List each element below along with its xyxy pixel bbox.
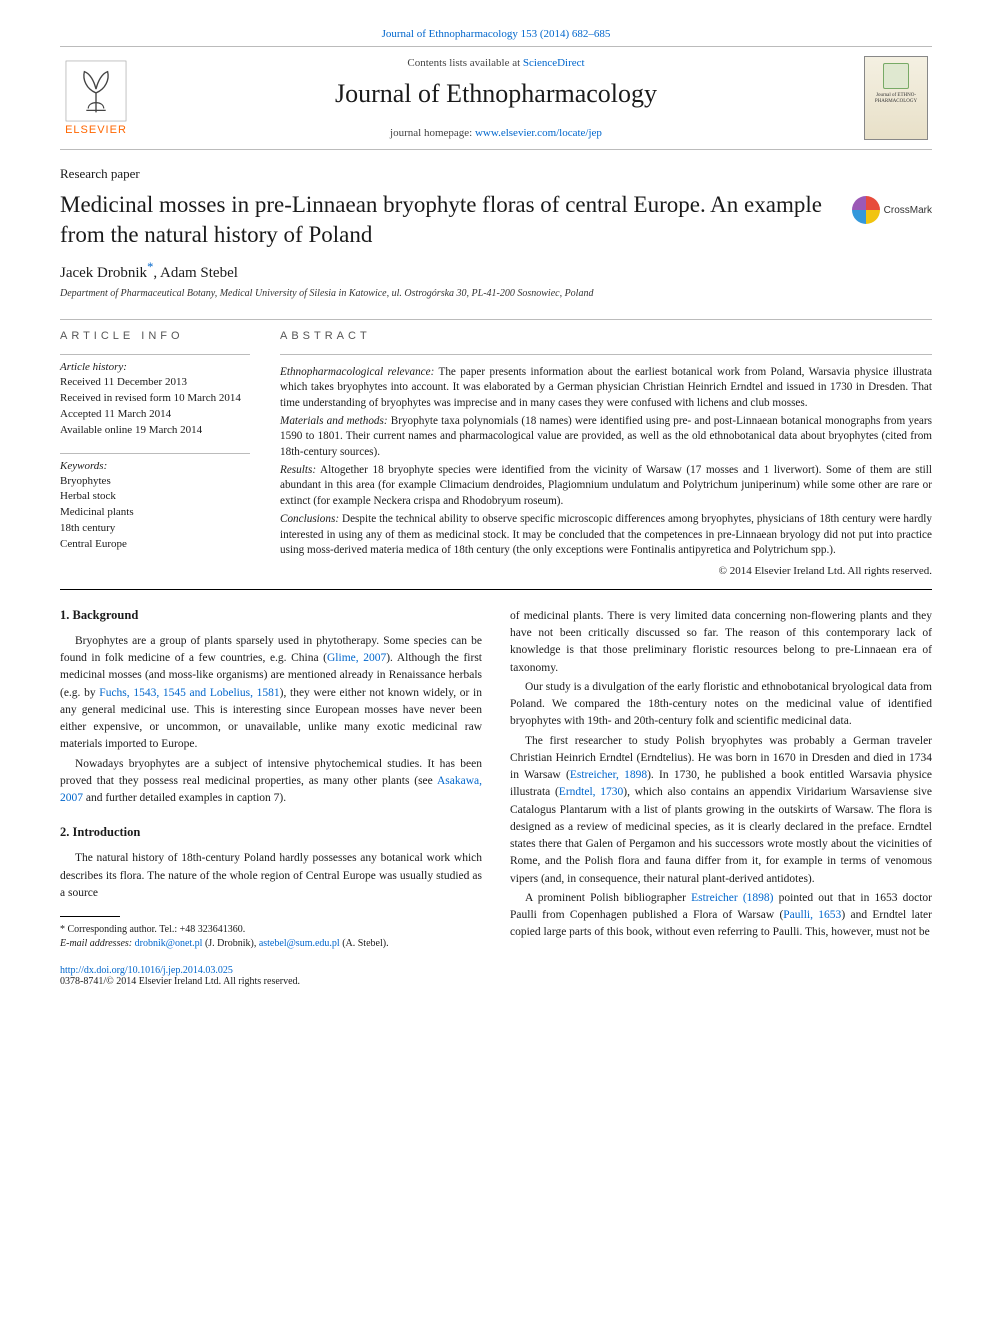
masthead-center: Contents lists available at ScienceDirec… [140, 47, 852, 149]
keywords-block: Keywords: Bryophytes Herbal stock Medici… [60, 453, 250, 554]
corresponding-footnote: * Corresponding author. Tel.: +48 323641… [60, 923, 482, 937]
article-info-block: ARTICLE INFO Article history: Received 1… [60, 330, 250, 577]
document-type: Research paper [60, 166, 932, 182]
crossmark-icon [852, 196, 880, 224]
intro-p5a: A prominent Polish bibliographer [525, 892, 691, 904]
journal-homepage-line: journal homepage: www.elsevier.com/locat… [140, 127, 852, 139]
keywords-label: Keywords: [60, 460, 250, 472]
email-label: E-mail addresses: [60, 938, 135, 949]
masthead: ELSEVIER Contents lists available at Sci… [60, 46, 932, 150]
author-sep: , [153, 265, 160, 281]
sciencedirect-link[interactable]: ScienceDirect [523, 57, 585, 69]
history-accepted: Accepted 11 March 2014 [60, 407, 250, 423]
abs-methods-lead: Materials and methods: [280, 415, 388, 427]
publisher-wordmark: ELSEVIER [65, 124, 127, 136]
contents-prefix: Contents lists available at [407, 57, 522, 69]
email-2-who: (A. Stebel). [340, 938, 389, 949]
body-columns: 1. Background Bryophytes are a group of … [60, 608, 932, 951]
footer-block: http://dx.doi.org/10.1016/j.jep.2014.03.… [60, 965, 932, 987]
cover-emblem-icon [883, 63, 909, 89]
email-1-who: (J. Drobnik), [202, 938, 258, 949]
elsevier-tree-icon [65, 60, 127, 122]
history-online: Available online 19 March 2014 [60, 423, 250, 439]
section-intro-heading: 2. Introduction [60, 825, 482, 840]
abs-relevance-lead: Ethnopharmacological relevance: [280, 366, 434, 378]
keyword-2: Herbal stock [60, 489, 250, 505]
contents-list-line: Contents lists available at ScienceDirec… [140, 57, 852, 69]
author-1: Jacek Drobnik [60, 265, 147, 281]
homepage-prefix: journal homepage: [390, 127, 475, 139]
ref-glime-2007[interactable]: Glime, 2007 [327, 652, 386, 664]
affiliation: Department of Pharmaceutical Botany, Med… [60, 288, 932, 299]
bg-p2b: and further detailed examples in caption… [83, 792, 286, 804]
keyword-1: Bryophytes [60, 474, 250, 490]
email-footnote: E-mail addresses: drobnik@onet.pl (J. Dr… [60, 937, 482, 951]
intro-p1: The natural history of 18th-century Pola… [60, 850, 482, 902]
ref-fuchs-lobelius[interactable]: Fuchs, 1543, 1545 and Lobelius, 1581 [99, 687, 279, 699]
article-history: Article history: Received 11 December 20… [60, 354, 250, 439]
authors-line: Jacek Drobnik*, Adam Stebel [60, 260, 932, 282]
email-1-link[interactable]: drobnik@onet.pl [135, 938, 203, 949]
history-received: Received 11 December 2013 [60, 375, 250, 391]
abstract-heading: ABSTRACT [280, 330, 932, 342]
journal-cover-thumb: Journal of ETHNO-PHARMACOLOGY [864, 56, 928, 140]
abs-concl: Despite the technical ability to observe… [280, 513, 932, 556]
journal-homepage-link[interactable]: www.elsevier.com/locate/jep [475, 127, 602, 139]
intro-p3: Our study is a divulgation of the early … [510, 679, 932, 731]
history-label: Article history: [60, 361, 250, 373]
corr-label: * Corresponding author. Tel.: [60, 924, 180, 935]
running-head: Journal of Ethnopharmacology 153 (2014) … [60, 28, 932, 40]
running-head-link[interactable]: Journal of Ethnopharmacology 153 (2014) … [382, 28, 611, 40]
intro-p4c: ), which also contains an appendix Virid… [510, 786, 932, 884]
abs-concl-lead: Conclusions: [280, 513, 339, 525]
rule-above-meta [60, 319, 932, 320]
author-2: Adam Stebel [160, 265, 238, 281]
email-2-link[interactable]: astebel@sum.edu.pl [259, 938, 340, 949]
abstract-body: Ethnopharmacological relevance: The pape… [280, 365, 932, 559]
crossmark-badge[interactable]: CrossMark [852, 196, 932, 224]
rule-above-body [60, 589, 932, 590]
footnote-rule [60, 916, 120, 917]
intro-p2: of medicinal plants. There is very limit… [510, 608, 932, 677]
abs-results: Altogether 18 bryophyte species were ide… [280, 464, 932, 507]
bg-p2a: Nowadays bryophytes are a subject of int… [60, 758, 482, 787]
corr-tel: +48 323641360. [180, 924, 246, 935]
crossmark-label: CrossMark [884, 205, 932, 216]
journal-title: Journal of Ethnopharmacology [140, 79, 852, 109]
section-background-heading: 1. Background [60, 608, 482, 623]
cover-thumb-block: Journal of ETHNO-PHARMACOLOGY [852, 47, 932, 149]
ref-estreicher-1898[interactable]: Estreicher, 1898 [570, 769, 647, 781]
keyword-3: Medicinal plants [60, 505, 250, 521]
publisher-logo-block: ELSEVIER [60, 47, 140, 149]
abstract-copyright: © 2014 Elsevier Ireland Ltd. All rights … [280, 565, 932, 577]
cover-text: Journal of ETHNO-PHARMACOLOGY [865, 93, 927, 105]
history-revised: Received in revised form 10 March 2014 [60, 391, 250, 407]
doi-link[interactable]: http://dx.doi.org/10.1016/j.jep.2014.03.… [60, 965, 233, 976]
ref-erndtel-1730[interactable]: Erndtel, 1730 [559, 786, 623, 798]
keyword-4: 18th century [60, 521, 250, 537]
issn-copyright: 0378-8741/© 2014 Elsevier Ireland Ltd. A… [60, 976, 932, 987]
keyword-5: Central Europe [60, 537, 250, 553]
rule-under-abstract-heading [280, 354, 932, 355]
ref-estreicher-1898-b[interactable]: Estreicher (1898) [691, 892, 773, 904]
article-title: Medicinal mosses in pre-Linnaean bryophy… [60, 190, 852, 250]
abs-results-lead: Results: [280, 464, 316, 476]
ref-paulli-1653[interactable]: Paulli, 1653 [783, 909, 841, 921]
abstract-block: ABSTRACT Ethnopharmacological relevance:… [280, 330, 932, 577]
article-info-heading: ARTICLE INFO [60, 330, 250, 342]
